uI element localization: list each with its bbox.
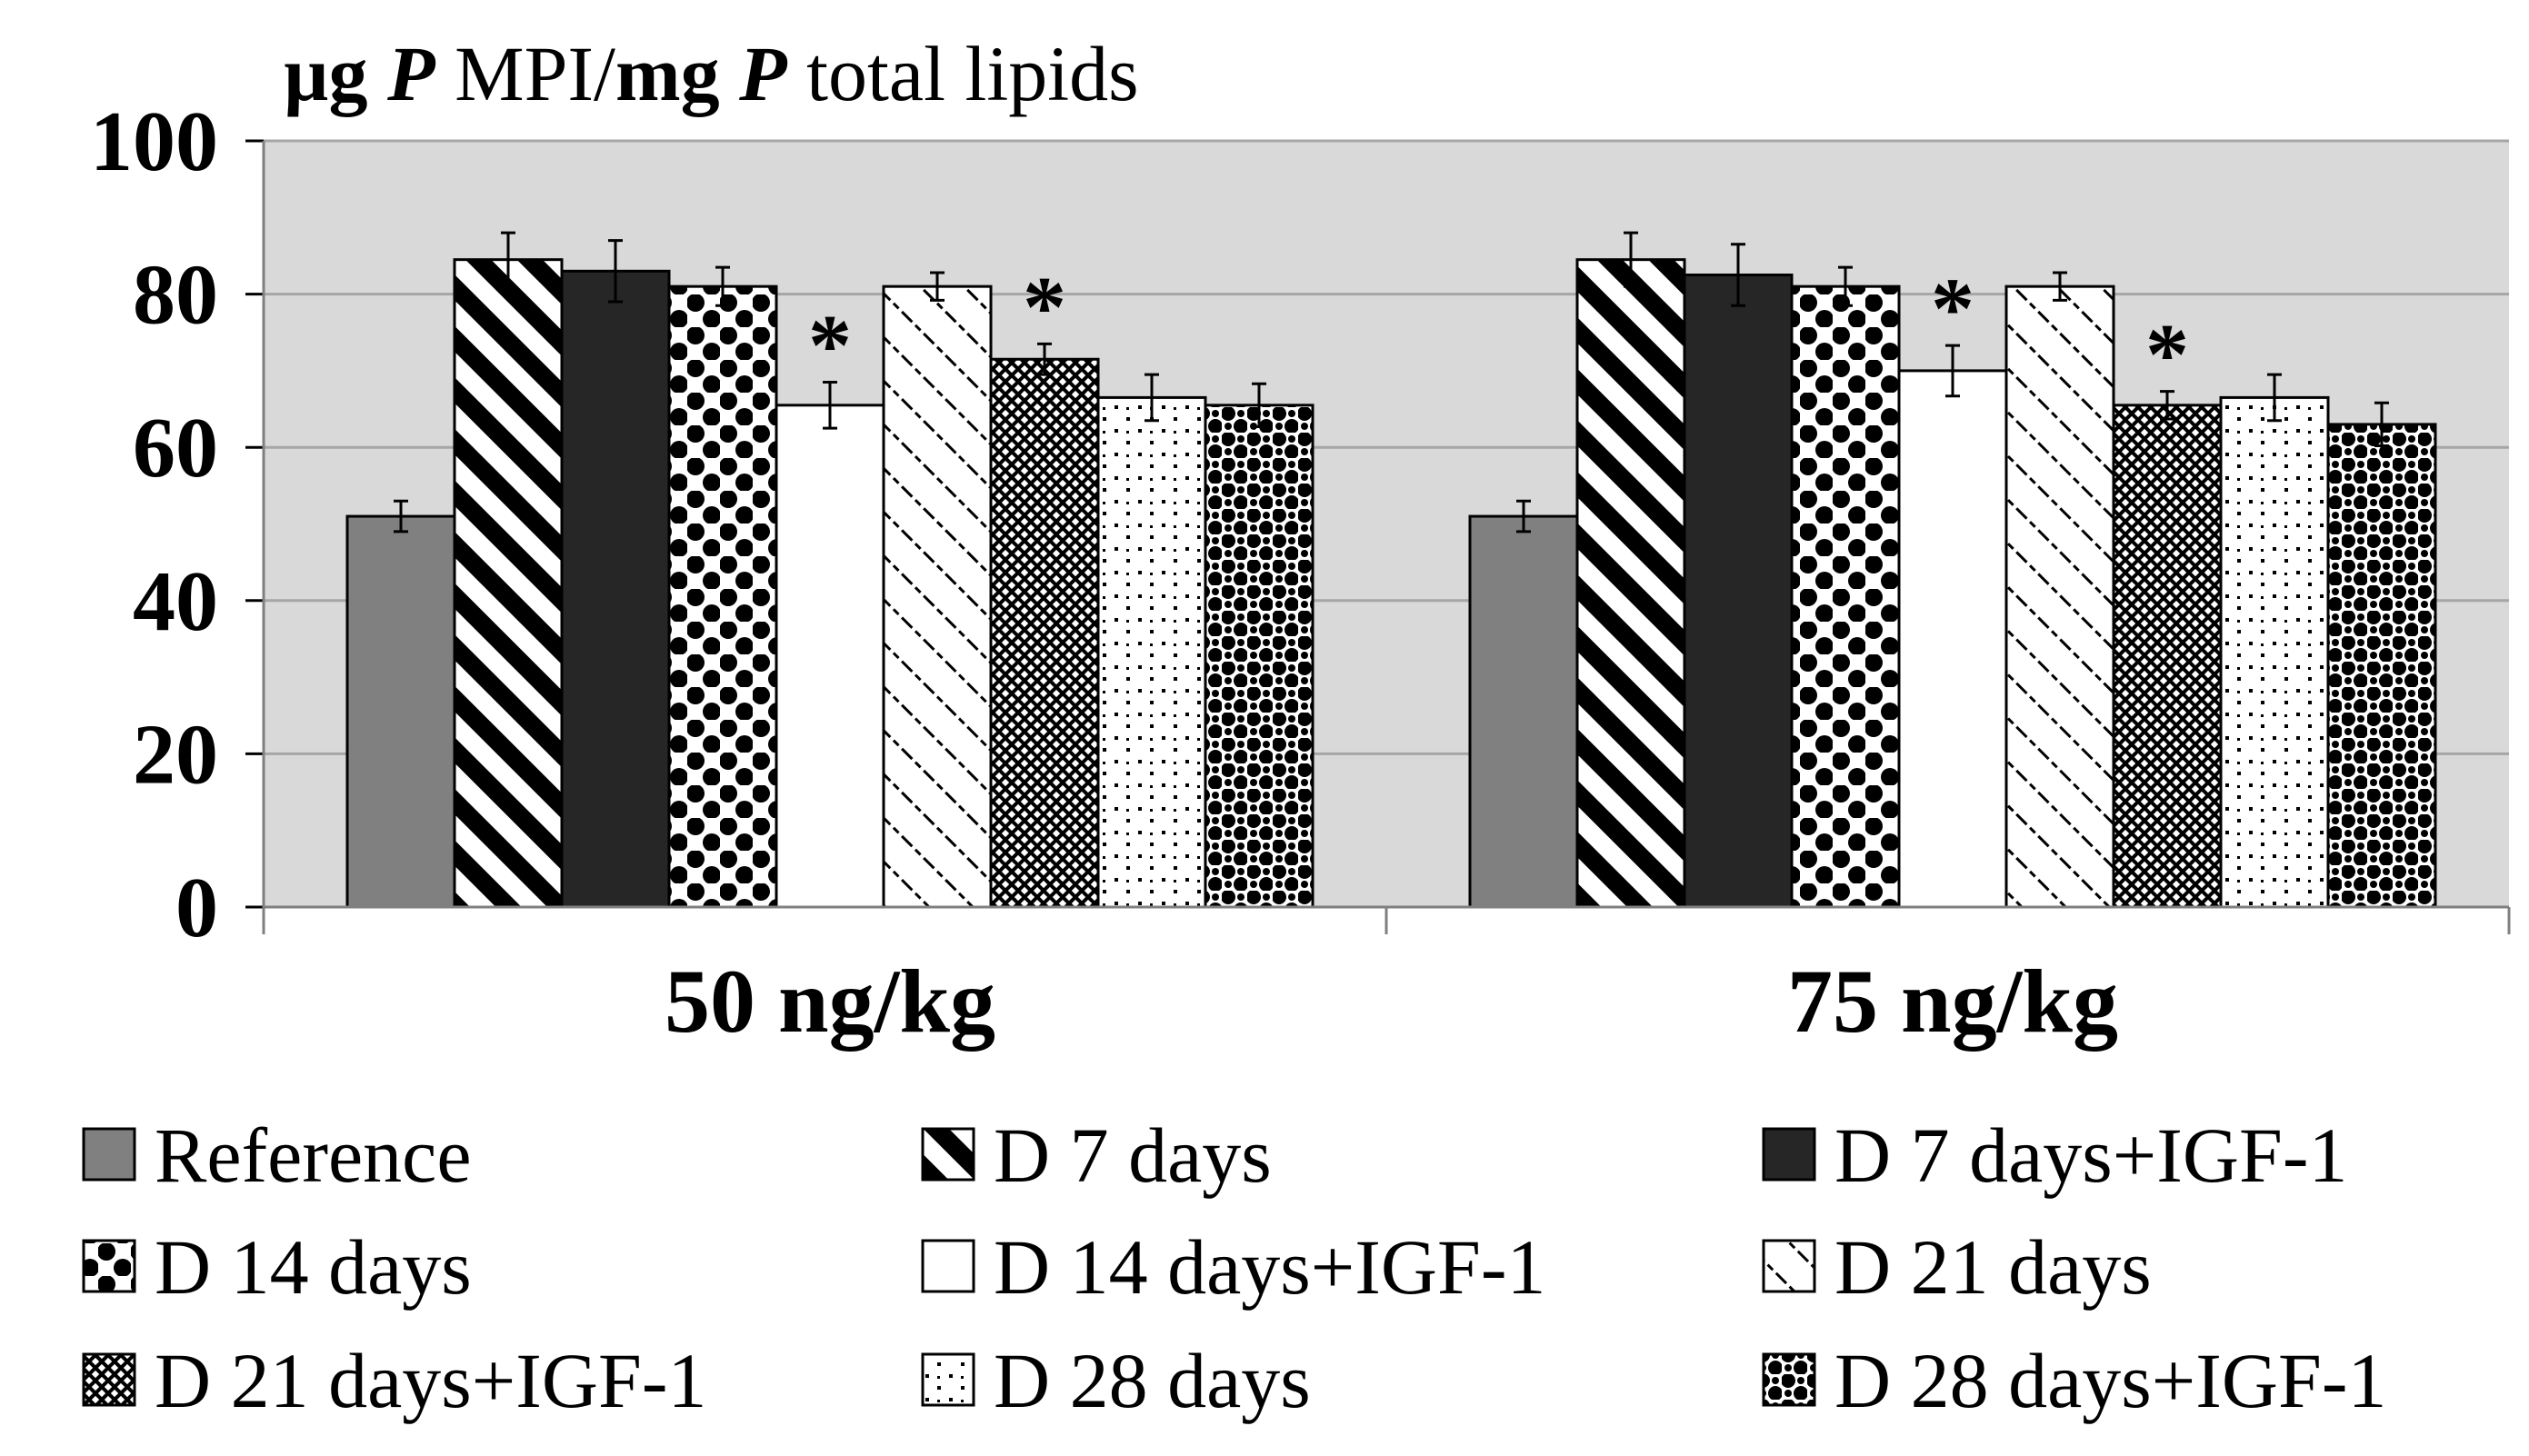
bar [2326, 423, 2437, 909]
chart-title: µg P MPI/mg P total lipids [284, 30, 1139, 117]
error-bar [2267, 373, 2282, 423]
bar [1468, 514, 1579, 909]
bar [1575, 258, 1686, 909]
bar [2004, 284, 2115, 909]
legend: Reference D 7 days D 7 days+IGF-1 D 14 days… [82, 1112, 2386, 1424]
error-bar [930, 271, 945, 302]
legend-swatch [1762, 1352, 1816, 1407]
error-bar [608, 239, 623, 304]
title-part: P [738, 30, 788, 117]
error-bar [1731, 243, 1745, 307]
legend-swatch [921, 1239, 975, 1293]
bar [2219, 395, 2330, 909]
legend-label: Reference [155, 1112, 472, 1199]
title-part: mg [615, 30, 739, 117]
bar [1790, 284, 1901, 909]
x-axis-categories: 50 ng/kg 75 ng/kg [665, 951, 2118, 1052]
y-axis-ticks: 0 20 40 60 80 100 [90, 95, 264, 955]
legend-label: D 28 days+IGF-1 [1834, 1337, 2386, 1424]
y-tick-label: 80 [133, 248, 218, 343]
error-bar [2374, 401, 2389, 448]
axes [262, 141, 2511, 934]
error-bar [823, 381, 837, 430]
error-bar [2160, 390, 2174, 421]
bar [989, 357, 1100, 909]
bar [882, 284, 993, 909]
legend-label: D 14 days+IGF-1 [994, 1223, 1545, 1311]
legend-label: D 28 days [994, 1337, 1311, 1424]
legend-swatch [1762, 1127, 1816, 1182]
error-bar [1624, 231, 1638, 288]
legend-swatch [921, 1352, 975, 1407]
bar [1204, 404, 1314, 909]
x-category-label: 75 ng/kg [1787, 951, 2118, 1052]
legend-swatch [82, 1239, 136, 1293]
y-tick-label: 40 [133, 554, 218, 649]
error-bar [1037, 342, 1052, 376]
legend-swatch [82, 1127, 136, 1182]
y-tick-label: 60 [133, 401, 218, 495]
significance-marker: * [808, 297, 852, 394]
error-bar [2053, 271, 2067, 302]
error-bar [501, 231, 515, 288]
legend-label: D 21 days+IGF-1 [155, 1337, 706, 1424]
title-part: µg [284, 30, 387, 117]
error-bar [1945, 344, 1960, 398]
title-part: total lipids [787, 30, 1139, 117]
legend-label: D 7 days [994, 1112, 1272, 1199]
bar [775, 404, 885, 909]
significance-marker: * [1023, 258, 1066, 355]
error-bar [394, 499, 408, 534]
bar [453, 258, 564, 909]
bar [560, 269, 671, 909]
legend-label: D 14 days [155, 1223, 472, 1311]
significance-marker: * [1931, 260, 1974, 357]
error-bar [1516, 499, 1531, 534]
error-bar [1252, 382, 1266, 428]
bar [1096, 395, 1207, 909]
significance-marker: * [2145, 306, 2189, 404]
legend-label: D 7 days+IGF-1 [1834, 1112, 2347, 1199]
x-category-label: 50 ng/kg [665, 951, 995, 1052]
bar [2112, 404, 2223, 909]
bar [1897, 369, 2008, 909]
legend-swatch [1762, 1239, 1816, 1293]
y-tick-label: 100 [90, 95, 218, 189]
legend-label: D 21 days [1834, 1223, 2152, 1311]
bars: * * * * [345, 231, 2437, 909]
error-bar [1838, 265, 1853, 307]
bar [1683, 274, 1794, 909]
legend-swatch [82, 1352, 136, 1407]
bar [345, 514, 456, 909]
y-tick-label: 20 [133, 707, 218, 802]
error-bar [1145, 373, 1159, 423]
legend-swatch [921, 1127, 975, 1182]
bar [667, 284, 778, 909]
title-part: P [386, 30, 436, 117]
error-bar [715, 265, 730, 307]
title-part: MPI/ [435, 30, 615, 117]
y-tick-label: 0 [175, 861, 218, 955]
